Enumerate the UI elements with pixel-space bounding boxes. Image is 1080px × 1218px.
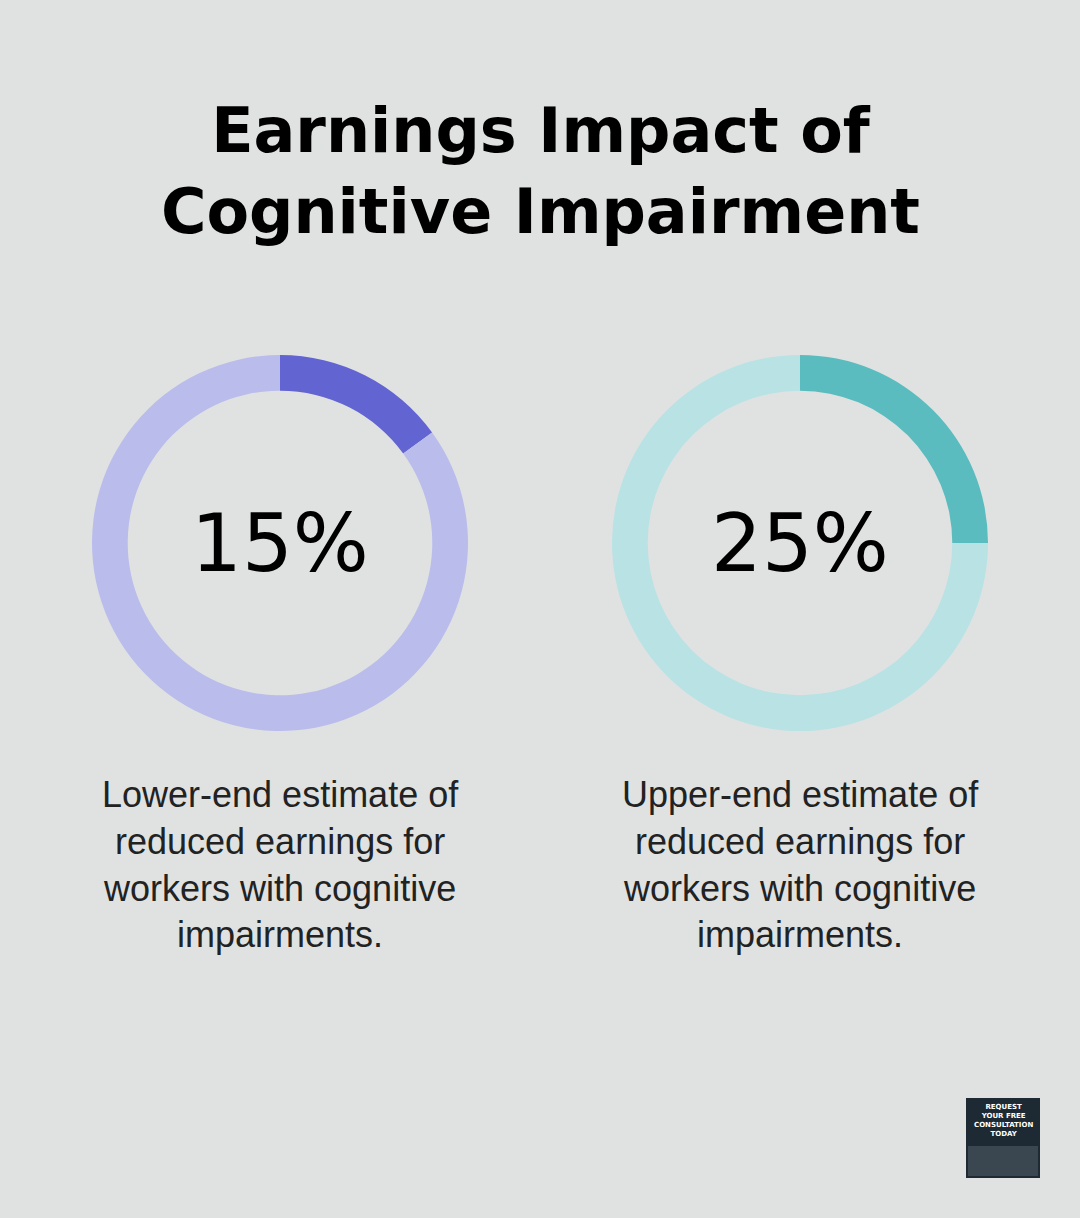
svg-text:Upper-end estimate ofreduced e: Upper-end estimate ofreduced earnings fo… [622, 774, 979, 955]
svg-text:Lower-end estimate ofreduced e: Lower-end estimate ofreduced earnings fo… [102, 774, 459, 955]
svg-text:Earnings Impact ofCognitive Im: Earnings Impact ofCognitive Impairment [161, 94, 920, 248]
svg-text:REQUESTYOUR FREECONSULTATIONTO: REQUESTYOUR FREECONSULTATIONTODAY [974, 1103, 1033, 1138]
svg-text:15%: 15% [191, 497, 369, 590]
svg-text:25%: 25% [711, 497, 889, 590]
